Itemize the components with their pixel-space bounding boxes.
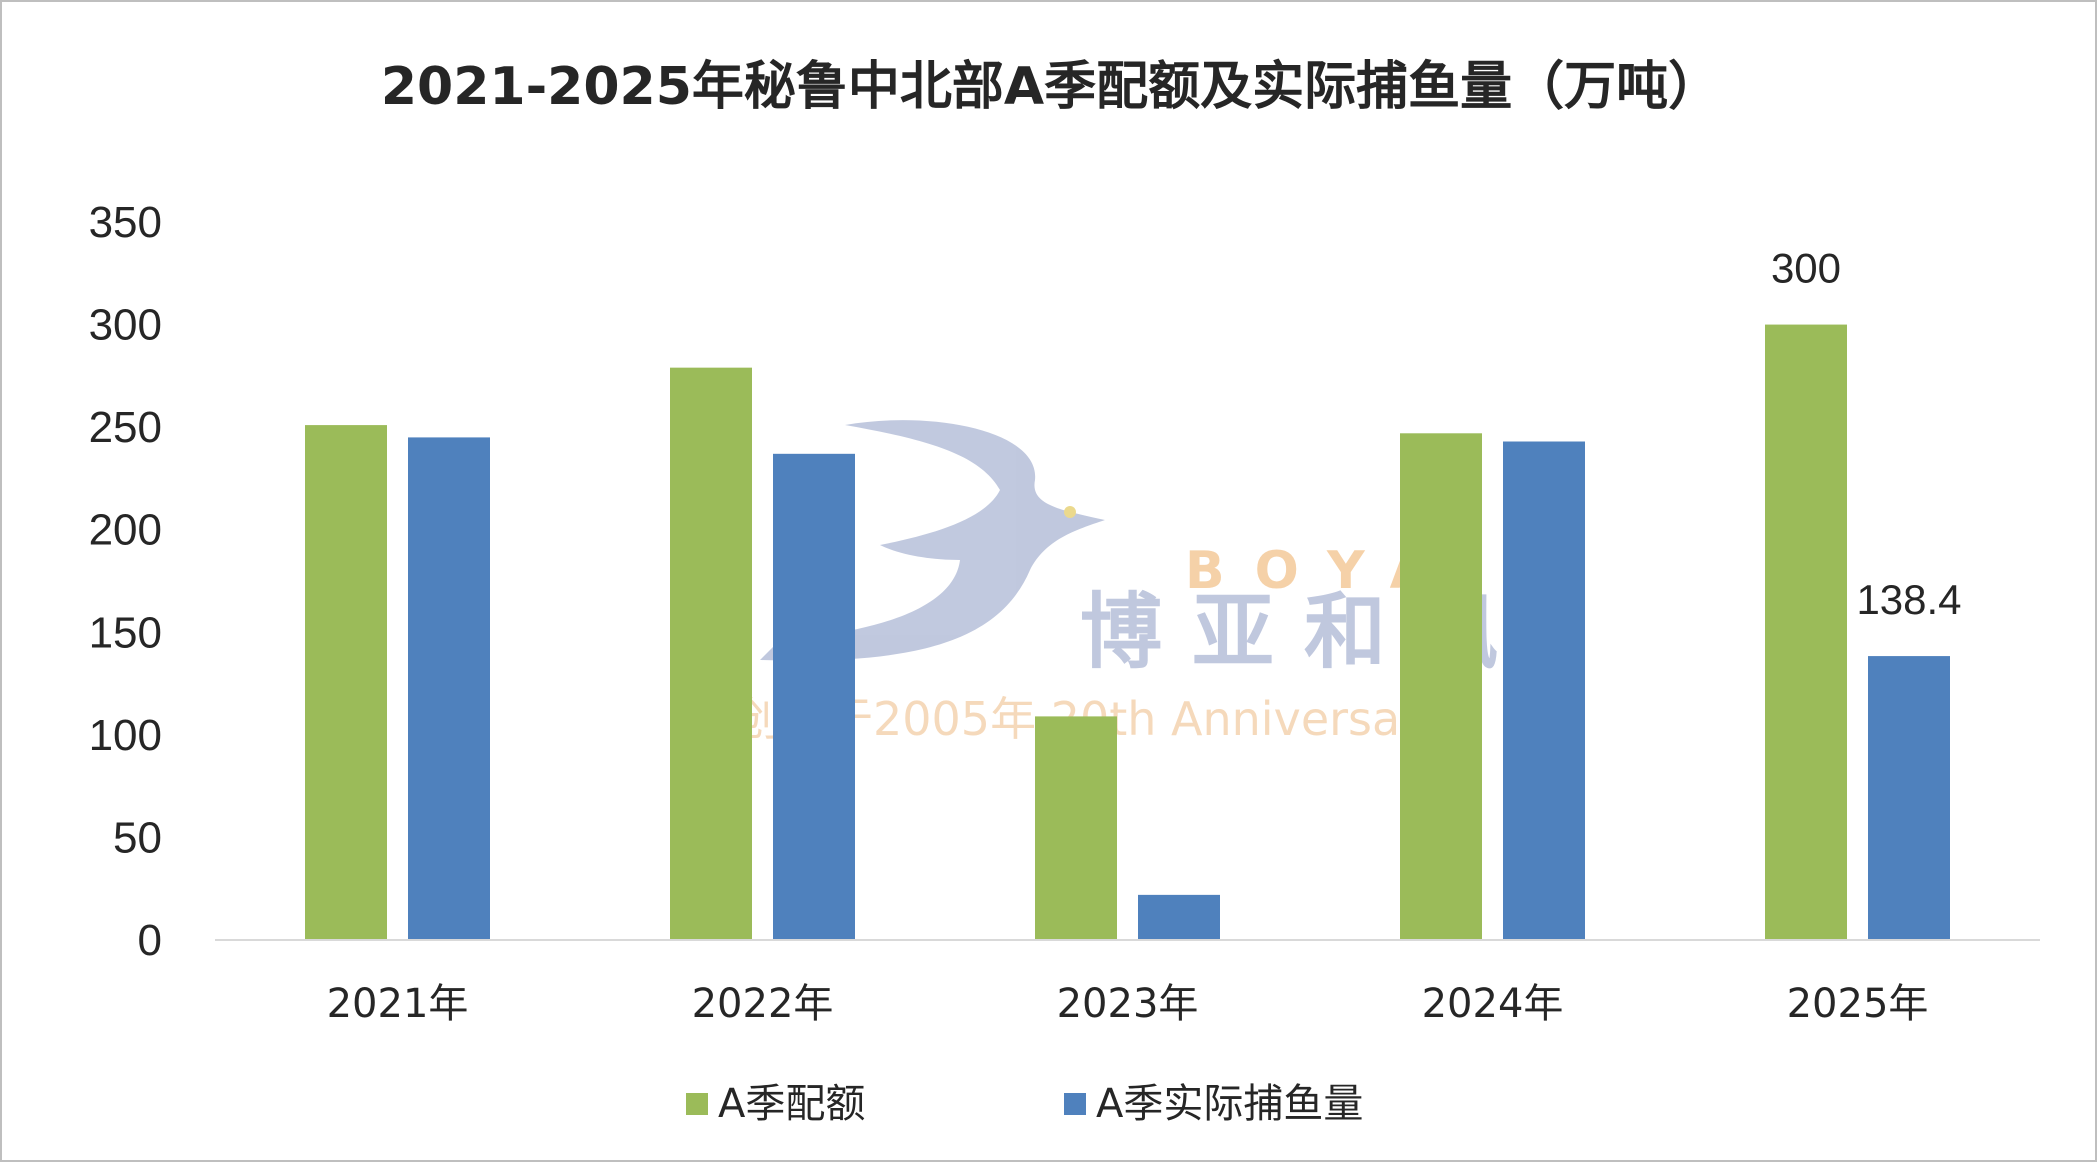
legend-swatch [686, 1093, 708, 1115]
x-tick-label: 2023年 [1057, 981, 1199, 1027]
bar-quota-3 [1035, 716, 1117, 940]
y-tick-label: 350 [89, 198, 162, 247]
y-tick-label: 0 [138, 916, 162, 965]
legend-label: A季配额 [718, 1081, 865, 1127]
bar-quota-2 [670, 367, 752, 940]
y-axis: 0 50 100 150 200 250 300 350 [89, 198, 162, 965]
watermark-brand-en: BOYA [1185, 541, 1460, 601]
bar-quota-1 [305, 425, 387, 940]
chart-title: 2021-2025年秘鲁中北部A季配额及实际捕鱼量（万吨） [380, 57, 1721, 117]
y-tick-label: 100 [89, 711, 162, 760]
y-tick-label: 300 [89, 301, 162, 350]
bar-catch-5 [1868, 656, 1950, 940]
data-label: 138.4 [1856, 576, 1961, 623]
legend: A季配额 A季实际捕鱼量 [686, 1081, 1363, 1127]
data-label: 300 [1771, 245, 1841, 292]
y-tick-label: 50 [113, 813, 162, 862]
x-tick-label: 2025年 [1787, 981, 1929, 1027]
y-tick-label: 150 [89, 608, 162, 657]
bar-quota-4 [1400, 433, 1482, 940]
x-axis: 2021年 2022年 2023年 2024年 2025年 [327, 981, 1929, 1027]
x-tick-label: 2022年 [692, 981, 834, 1027]
watermark-logo-bird [760, 420, 1105, 661]
x-tick-label: 2021年 [327, 981, 469, 1027]
y-tick-label: 200 [89, 506, 162, 555]
y-tick-label: 250 [89, 403, 162, 452]
bar-catch-4 [1503, 441, 1585, 940]
watermark-logo-eye [1064, 506, 1076, 518]
bar-catch-3 [1138, 894, 1220, 940]
bar-quota-5 [1765, 324, 1847, 941]
bar-catch-2 [773, 453, 855, 940]
legend-swatch [1064, 1093, 1086, 1115]
data-labels: 300 138.4 [1771, 245, 1962, 624]
x-tick-label: 2024年 [1422, 981, 1564, 1027]
bars [305, 324, 1950, 941]
legend-label: A季实际捕鱼量 [1096, 1081, 1363, 1127]
bar-catch-1 [408, 437, 490, 940]
